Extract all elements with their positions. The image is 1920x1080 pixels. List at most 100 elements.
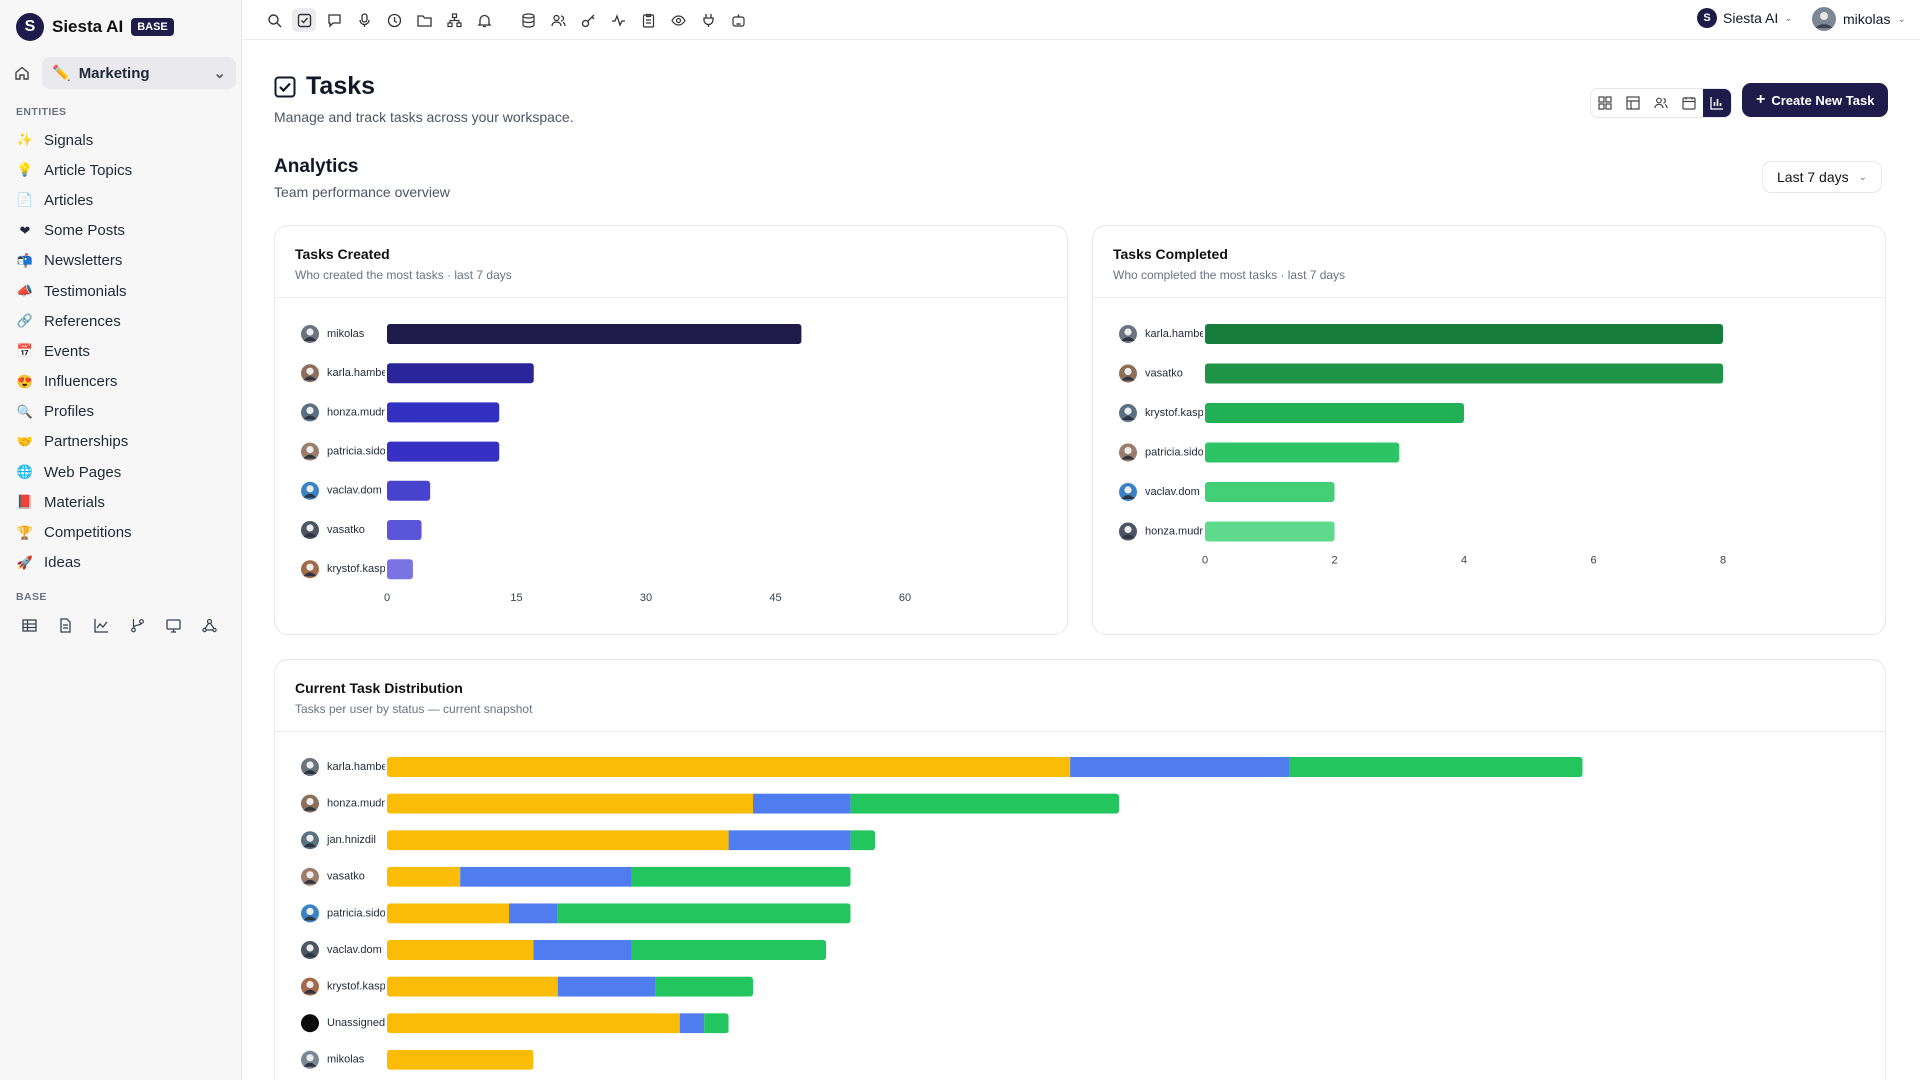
segment-in-progress[interactable]	[1070, 757, 1290, 777]
bar-honza-mudr[interactable]	[1205, 521, 1335, 542]
segment-todo[interactable]	[387, 757, 1071, 777]
bar-vasatko[interactable]	[1205, 363, 1723, 384]
grid-view-icon[interactable]	[1591, 89, 1619, 117]
stacked-bar-row[interactable]	[387, 793, 1119, 814]
segment-in-progress[interactable]	[557, 976, 656, 997]
eye-icon[interactable]	[666, 8, 690, 32]
avatar	[301, 521, 319, 539]
bar-honza-mudr[interactable]	[387, 402, 500, 423]
clipboard-icon[interactable]	[636, 8, 660, 32]
bar-karla-hambe[interactable]	[1205, 324, 1723, 344]
bar-category-label: karla.hambe	[327, 761, 388, 773]
people-view-icon[interactable]	[1647, 89, 1675, 117]
home-icon[interactable]	[12, 63, 32, 83]
monitor-icon[interactable]	[164, 614, 183, 636]
bar-vasatko[interactable]	[387, 520, 422, 540]
segment-done[interactable]	[631, 866, 851, 887]
segment-in-progress[interactable]	[509, 903, 558, 924]
bar-krystof-kasp[interactable]	[1205, 403, 1464, 423]
bar-vaclav-dom[interactable]	[1205, 482, 1335, 502]
sidebar-item-signals[interactable]: ✨ Signals	[16, 125, 236, 155]
date-range-selector[interactable]: Last 7 days ⌄	[1762, 161, 1882, 193]
segment-todo[interactable]	[387, 976, 558, 997]
sidebar-item-influencers[interactable]: 😍 Influencers	[16, 367, 236, 397]
avatar	[301, 1014, 319, 1033]
chat-icon[interactable]	[322, 8, 346, 32]
sidebar-item-testimonials[interactable]: 📣 Testimonials	[16, 276, 236, 306]
stacked-bar-row[interactable]	[387, 1013, 729, 1034]
segment-done[interactable]	[655, 976, 753, 997]
segment-in-progress[interactable]	[753, 793, 851, 814]
stacked-bar-row[interactable]	[387, 757, 1583, 777]
workspace-selector[interactable]: ✏️ Marketing ⌄	[42, 57, 236, 89]
brand[interactable]: S Siesta AI BASE	[16, 13, 174, 41]
segment-in-progress[interactable]	[728, 830, 851, 851]
stacked-bar-row[interactable]	[387, 830, 875, 851]
microphone-icon[interactable]	[352, 8, 376, 32]
sidebar-item-references[interactable]: 🔗 References	[16, 306, 236, 336]
bell-icon[interactable]	[472, 8, 496, 32]
sidebar-item-partnerships[interactable]: 🤝 Partnerships	[16, 427, 236, 457]
clock-icon[interactable]	[382, 8, 406, 32]
sidebar-item-some-posts[interactable]: ❤ Some Posts	[16, 216, 236, 246]
segment-todo[interactable]	[387, 793, 753, 814]
create-task-button[interactable]: + Create New Task	[1742, 83, 1889, 117]
segment-in-progress[interactable]	[679, 1013, 705, 1034]
webhook-icon[interactable]	[200, 614, 219, 636]
segment-todo[interactable]	[387, 1013, 680, 1034]
search-icon[interactable]	[262, 8, 286, 32]
segment-todo[interactable]	[387, 866, 461, 887]
hierarchy-icon[interactable]	[442, 8, 466, 32]
table-icon[interactable]	[20, 614, 39, 636]
document-icon[interactable]	[56, 614, 75, 636]
bar-patricia-sido[interactable]	[387, 441, 500, 462]
bar-category-label: karla.hambe	[327, 367, 388, 379]
sidebar-item-events[interactable]: 📅 Events	[16, 336, 236, 366]
calendar-view-icon[interactable]	[1675, 89, 1703, 117]
segment-done[interactable]	[631, 940, 827, 960]
user-menu[interactable]: mikolas ⌄	[1812, 7, 1906, 31]
bar-vaclav-dom[interactable]	[387, 480, 431, 501]
git-branch-icon[interactable]	[128, 614, 147, 636]
sidebar-item-profiles[interactable]: 🔍 Profiles	[16, 397, 236, 427]
table-view-icon[interactable]	[1619, 89, 1647, 117]
segment-done[interactable]	[850, 793, 1119, 814]
sidebar-item-competitions[interactable]: 🏆 Competitions	[16, 517, 236, 547]
segment-todo[interactable]	[387, 830, 729, 851]
key-icon[interactable]	[576, 8, 600, 32]
bar-patricia-sido[interactable]	[1205, 442, 1400, 463]
sidebar-item-materials[interactable]: 📕 Materials	[16, 487, 236, 517]
stacked-bar-row[interactable]	[387, 1049, 534, 1070]
sidebar-item-ideas[interactable]: 🚀 Ideas	[16, 548, 236, 578]
users-icon[interactable]	[546, 8, 570, 32]
segment-in-progress[interactable]	[533, 940, 631, 960]
plug-icon[interactable]	[696, 8, 720, 32]
stacked-bar-row[interactable]	[387, 976, 753, 997]
sidebar-item-article-topics[interactable]: 💡 Article Topics	[16, 155, 236, 185]
sidebar-item-newsletters[interactable]: 📬 Newsletters	[16, 246, 236, 276]
robot-icon[interactable]	[726, 8, 750, 32]
org-selector[interactable]: S Siesta AI ⌄	[1697, 8, 1793, 28]
segment-done[interactable]	[850, 830, 875, 851]
segment-todo[interactable]	[387, 1049, 534, 1070]
sidebar-item-articles[interactable]: 📄 Articles	[16, 185, 236, 215]
stacked-bar-row[interactable]	[387, 866, 851, 887]
chart-view-icon[interactable]	[1703, 89, 1731, 117]
segment-done[interactable]	[704, 1013, 729, 1034]
segment-todo[interactable]	[387, 940, 534, 960]
sidebar-item-web-pages[interactable]: 🌐 Web Pages	[16, 457, 236, 487]
segment-done[interactable]	[557, 903, 851, 924]
activity-icon[interactable]	[606, 8, 630, 32]
segment-todo[interactable]	[387, 903, 509, 924]
database-icon[interactable]	[516, 8, 540, 32]
stacked-bar-row[interactable]	[387, 903, 851, 924]
bar-karla-hambe[interactable]	[387, 363, 534, 384]
tasks-checkbox-icon[interactable]	[292, 8, 316, 32]
folder-icon[interactable]	[412, 8, 436, 32]
stacked-bar-row[interactable]	[387, 940, 827, 960]
chart-line-icon[interactable]	[92, 614, 111, 636]
segment-done[interactable]	[1289, 757, 1583, 777]
bar-mikolas[interactable]	[387, 324, 802, 344]
segment-in-progress[interactable]	[460, 866, 631, 887]
bar-krystof-kasp[interactable]	[387, 559, 413, 580]
